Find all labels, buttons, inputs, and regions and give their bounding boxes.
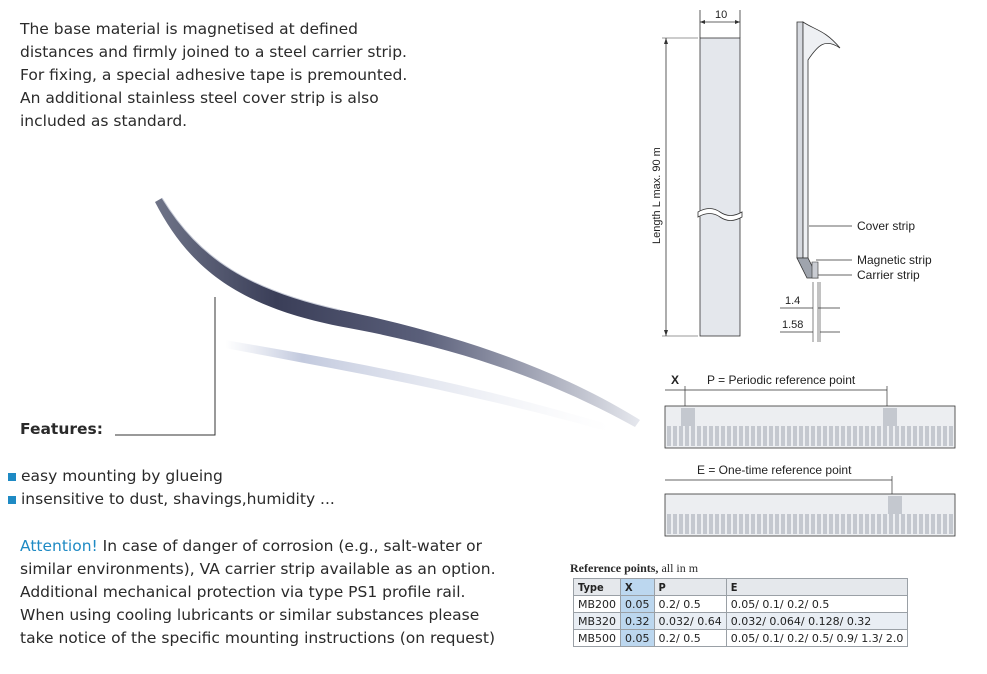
list-item: easy mounting by glueing	[8, 465, 335, 488]
features-title: Features:	[20, 420, 103, 438]
magnetic-strip-label: Magnetic strip	[857, 253, 932, 267]
table-cell: 0.2/ 0.5	[653, 629, 727, 647]
table-row: MB500 0.05 0.2/ 0.5 0.05/ 0.1/ 0.2/ 0.5/…	[572, 629, 909, 647]
bullet-icon	[8, 495, 16, 504]
table-row: MB200 0.05 0.2/ 0.5 0.05/ 0.1/ 0.2/ 0.5	[572, 595, 909, 613]
attention-line: Attention! In case of danger of corrosio…	[20, 535, 490, 558]
x-label: X	[671, 373, 679, 387]
technical-drawing: 10 Length L max. 90 m Cover strip Magnet…	[651, 9, 932, 342]
features-callout-line	[115, 297, 216, 436]
width-dimension: 10	[715, 9, 727, 21]
column-header: Type	[572, 578, 622, 596]
periodic-label: P = Periodic reference point	[707, 373, 856, 387]
table-cell: MB500	[572, 629, 622, 647]
column-header: X	[620, 578, 655, 596]
intro-paragraph: The base material is magnetised at defin…	[20, 18, 440, 133]
intro-line: An additional stainless steel cover stri…	[20, 89, 379, 107]
reference-table-title: Reference points, all in m	[570, 561, 698, 576]
table-cell: 0.2/ 0.5	[653, 595, 727, 613]
attention-label: Attention!	[20, 537, 98, 555]
column-header: E	[725, 578, 909, 596]
onetime-label: E = One-time reference point	[697, 463, 852, 477]
magnetic-tape-image	[155, 197, 640, 432]
intro-line: included as standard.	[20, 112, 188, 130]
table-cell: 0.032/ 0.64	[653, 612, 727, 630]
table-row: MB320 0.32 0.032/ 0.64 0.032/ 0.064/ 0.1…	[572, 612, 909, 630]
list-item: insensitive to dust, shavings,humidity .…	[8, 488, 335, 511]
attention-line: similar environments), VA carrier strip …	[20, 560, 496, 578]
intro-line: For fixing, a special adhesive tape is p…	[20, 66, 408, 84]
table-cell: 0.32	[620, 612, 655, 630]
table-cell: MB320	[572, 612, 622, 630]
attention-text: In case of danger of corrosion (e.g., sa…	[97, 537, 482, 555]
intro-line: The base material is magnetised at defin…	[20, 20, 358, 38]
length-label: Length L max. 90 m	[651, 147, 663, 244]
dimension-1-4: 1.4	[785, 295, 800, 307]
attention-paragraph: Attention! In case of danger of corrosio…	[20, 535, 496, 650]
attention-line: take notice of the specific mounting ins…	[20, 629, 496, 647]
attention-line: Additional mechanical protection via typ…	[20, 583, 466, 601]
attention-line: When using cooling lubricants or similar…	[20, 606, 480, 624]
reference-points-table: Type X P E MB200 0.05 0.2/ 0.5 0.05/ 0.1…	[572, 578, 909, 647]
table-cell: 0.05	[620, 595, 655, 613]
table-cell: 0.05/ 0.1/ 0.2/ 0.5/ 0.9/ 1.3/ 2.0	[725, 629, 909, 647]
carrier-strip-label: Carrier strip	[857, 268, 920, 282]
feature-text: insensitive to dust, shavings,humidity .…	[21, 490, 335, 508]
feature-text: easy mounting by glueing	[21, 467, 223, 485]
table-cell: 0.05	[620, 629, 655, 647]
table-cell: MB200	[572, 595, 622, 613]
reference-title-rest: all in m	[658, 561, 699, 575]
dimension-1-58: 1.58	[782, 319, 803, 331]
feature-list: easy mounting by glueing insensitive to …	[8, 465, 335, 511]
table-cell: 0.032/ 0.064/ 0.128/ 0.32	[725, 612, 909, 630]
bullet-icon	[8, 472, 16, 481]
table-cell: 0.05/ 0.1/ 0.2/ 0.5	[725, 595, 909, 613]
reference-point-diagram: X P = Periodic reference point E = One-t…	[664, 373, 956, 537]
reference-title-bold: Reference points,	[570, 561, 659, 575]
column-header: P	[653, 578, 727, 596]
table-header-row: Type X P E	[572, 578, 909, 596]
intro-line: distances and firmly joined to a steel c…	[20, 43, 407, 61]
cover-strip-label: Cover strip	[857, 219, 915, 233]
